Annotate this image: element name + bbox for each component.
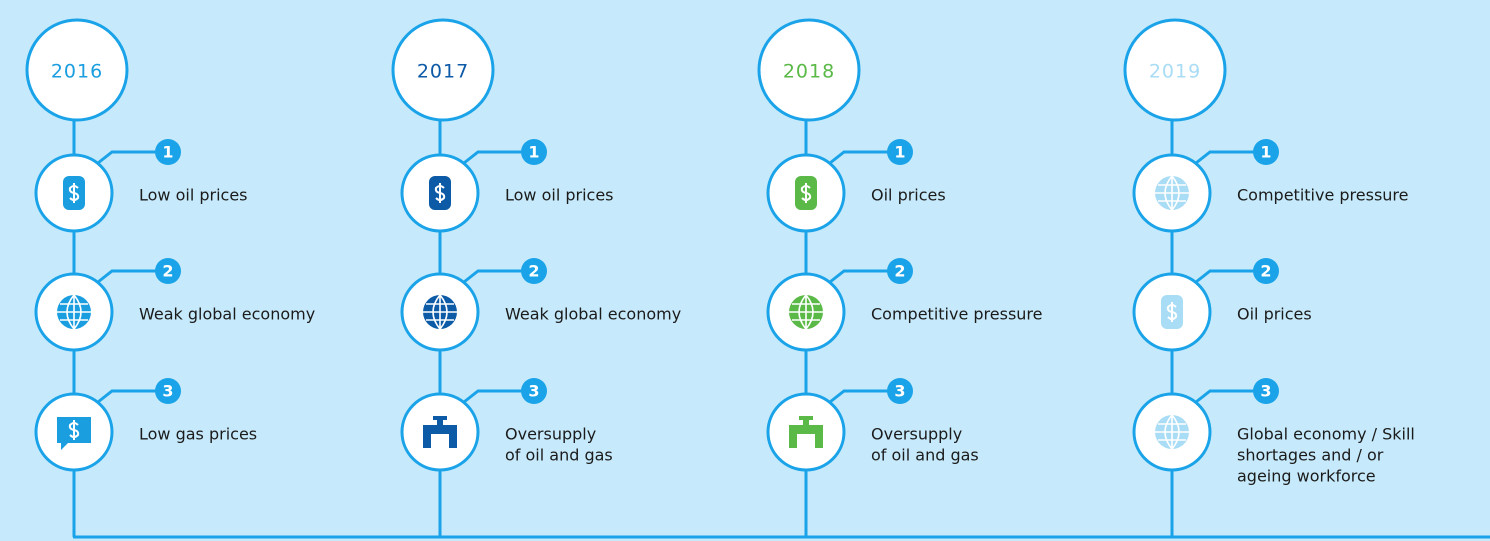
globe-grid — [423, 294, 457, 330]
rank-badge — [521, 139, 547, 165]
icon-globe — [789, 294, 823, 330]
globe-grid — [1155, 175, 1189, 211]
item-label: Low oil prices — [505, 186, 614, 205]
rank-number: 2 — [1260, 262, 1271, 281]
globe-grid — [1155, 414, 1189, 450]
rank-badge — [887, 139, 913, 165]
rank-number: 2 — [528, 262, 539, 281]
rank-badge — [1253, 258, 1279, 284]
rank-number: 2 — [894, 262, 905, 281]
icon-barrel — [1161, 295, 1183, 329]
rank-connector — [463, 150, 524, 165]
rank-badge — [1253, 139, 1279, 165]
rank-connector — [1195, 269, 1256, 284]
barrel-sign — [1166, 302, 1178, 322]
icon-globe — [423, 294, 457, 330]
item-label: Competitive pressure — [1237, 186, 1409, 205]
icon-globe — [1155, 414, 1189, 450]
item-label: ageing workforce — [1237, 467, 1376, 486]
item-label: Low oil prices — [139, 186, 248, 205]
rank-number: 1 — [1260, 143, 1271, 162]
item-label: shortages and / or — [1237, 446, 1384, 465]
item-label: of oil and gas — [871, 446, 979, 465]
rank-badge — [887, 258, 913, 284]
rank-connector — [97, 150, 158, 165]
icon-bubble — [57, 417, 91, 450]
rank-badge — [155, 378, 181, 404]
icon-pipe — [423, 416, 457, 448]
rank-badge — [521, 258, 547, 284]
barrel-sign — [434, 183, 446, 203]
icon-barrel — [429, 176, 451, 210]
year-label: 2016 — [51, 61, 103, 83]
icon-barrel — [795, 176, 817, 210]
year-circle — [757, 18, 861, 122]
year-circle — [1123, 18, 1227, 122]
item-label: Oil prices — [871, 186, 946, 205]
rank-badge — [155, 139, 181, 165]
rank-connector — [829, 389, 890, 404]
rank-connector — [463, 269, 524, 284]
rank-connector — [829, 269, 890, 284]
rank-number: 2 — [162, 262, 173, 281]
year-label: 2018 — [783, 61, 835, 83]
bubble-sign — [68, 420, 80, 440]
rank-number: 1 — [894, 143, 905, 162]
pipe-body — [423, 416, 457, 448]
year-label: 2019 — [1149, 61, 1201, 83]
rank-number: 1 — [162, 143, 173, 162]
item-label: of oil and gas — [505, 446, 613, 465]
item-label: Weak global economy — [139, 305, 315, 324]
item-label: Global economy / Skill — [1237, 425, 1415, 444]
rank-number: 1 — [528, 143, 539, 162]
globe-grid — [57, 294, 91, 330]
barrel-sign — [68, 183, 80, 203]
year-circle — [391, 18, 495, 122]
icon-globe — [1155, 175, 1189, 211]
rank-number: 3 — [894, 382, 905, 401]
rank-connector — [97, 269, 158, 284]
rank-badge — [155, 258, 181, 284]
pipe-body — [789, 416, 823, 448]
icon-globe — [57, 294, 91, 330]
rank-number: 3 — [162, 382, 173, 401]
item-label: Oversupply — [505, 425, 596, 444]
year-circle — [25, 18, 129, 122]
rank-number: 3 — [528, 382, 539, 401]
rank-number: 3 — [1260, 382, 1271, 401]
year-label: 2017 — [417, 61, 469, 83]
barrel-sign — [800, 183, 812, 203]
icon-pipe — [789, 416, 823, 448]
rank-badge — [887, 378, 913, 404]
globe-grid — [789, 294, 823, 330]
icon-barrel — [63, 176, 85, 210]
rank-connector — [1195, 150, 1256, 165]
item-label: Weak global economy — [505, 305, 681, 324]
rank-badge — [521, 378, 547, 404]
rank-connector — [829, 150, 890, 165]
item-label: Competitive pressure — [871, 305, 1043, 324]
rank-badge — [1253, 378, 1279, 404]
rank-connector — [1195, 389, 1256, 404]
item-label: Oversupply — [871, 425, 962, 444]
item-label: Oil prices — [1237, 305, 1312, 324]
item-label: Low gas prices — [139, 425, 257, 444]
rank-connector — [463, 389, 524, 404]
rank-connector — [97, 389, 158, 404]
